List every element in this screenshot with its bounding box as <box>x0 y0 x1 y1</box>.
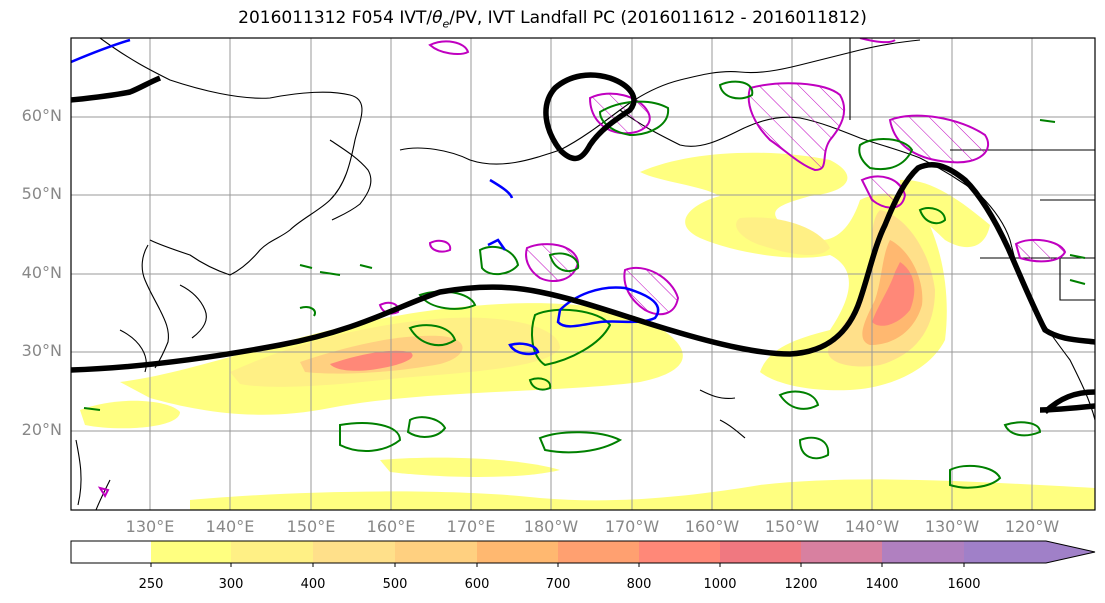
colorbar-label-250: 250 <box>138 577 164 592</box>
lon-label-140w: 140°W <box>844 517 900 536</box>
title-theta-sub: e <box>442 17 450 31</box>
lon-label-140e: 140°E <box>205 517 255 536</box>
map-title: 2016011312 F054 IVT/θe/PV, IVT Landfall … <box>0 8 1105 30</box>
lon-label-150w: 150°W <box>764 517 820 536</box>
lat-label-60n: 60°N <box>21 106 62 125</box>
title-main: 2016011312 F054 IVT/ <box>238 8 433 28</box>
theta-blue-contours <box>71 38 660 356</box>
ivt-landfall-contour <box>71 72 1095 415</box>
pv-magenta-contours <box>525 82 1067 316</box>
lon-label-180w: 180°W <box>523 517 579 536</box>
pv-magenta-small <box>97 38 896 499</box>
lon-label-130w: 130°W <box>924 517 980 536</box>
colorbar-label-300: 300 <box>218 577 244 592</box>
lon-label-130e: 130°E <box>125 517 175 536</box>
lat-label-30n: 30°N <box>21 341 62 360</box>
colorbar-label-1600: 1600 <box>947 577 981 592</box>
colorbar-label-700: 700 <box>545 577 571 592</box>
lat-label-20n: 20°N <box>21 420 62 439</box>
lon-label-160w: 160°W <box>684 517 740 536</box>
title-theta: θ <box>432 8 443 28</box>
lon-label-120w: 120°W <box>1004 517 1060 536</box>
colorbar-label-500: 500 <box>382 577 408 592</box>
lat-label-50n: 50°N <box>21 184 62 203</box>
colorbar-label-1400: 1400 <box>865 577 899 592</box>
lon-label-170e: 170°E <box>446 517 496 536</box>
lon-label-160e: 160°E <box>366 517 416 536</box>
lat-label-40n: 40°N <box>21 263 62 282</box>
lon-label-170w: 170°W <box>604 517 660 536</box>
colorbar-label-1200: 1200 <box>784 577 818 592</box>
lon-label-150e: 150°E <box>286 517 336 536</box>
title-rest: /PV, IVT Landfall PC (2016011612 - 20160… <box>449 8 867 28</box>
colorbar-label-1000: 1000 <box>703 577 737 592</box>
colorbar-label-400: 400 <box>300 577 326 592</box>
colorbar <box>70 540 1096 567</box>
map-frame <box>70 37 1096 511</box>
colorbar-label-800: 800 <box>626 577 652 592</box>
map-area <box>71 38 1095 510</box>
colorbar-label-600: 600 <box>464 577 490 592</box>
